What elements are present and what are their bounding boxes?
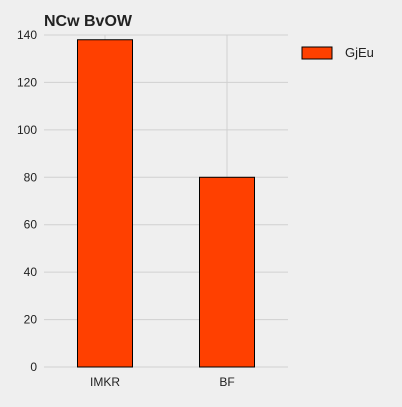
y-axis-ticks: 0 20 40 60 80 100 120 140 [17,28,37,374]
bar-imkr [77,39,133,368]
legend-label-gjeu: GjEu [345,45,374,60]
y-tick-label: 20 [24,313,38,327]
x-tick-label: IMKR [90,375,120,389]
y-tick-label: 80 [24,170,38,184]
legend-swatch [301,46,333,60]
y-tick-label: 0 [30,360,37,374]
y-tick-label: 120 [17,75,37,89]
y-tick-label: 40 [24,265,38,279]
bars [77,39,255,368]
bar-bf [199,176,255,368]
y-tick-label: 100 [17,123,37,137]
legend: GjEu [301,45,374,60]
x-tick-label: BF [219,375,234,389]
chart-title: NCw BvOW [44,13,133,30]
y-tick-label: 60 [24,218,38,232]
x-axis-ticks: IMKR BF [90,375,235,389]
y-tick-label: 140 [17,28,37,42]
